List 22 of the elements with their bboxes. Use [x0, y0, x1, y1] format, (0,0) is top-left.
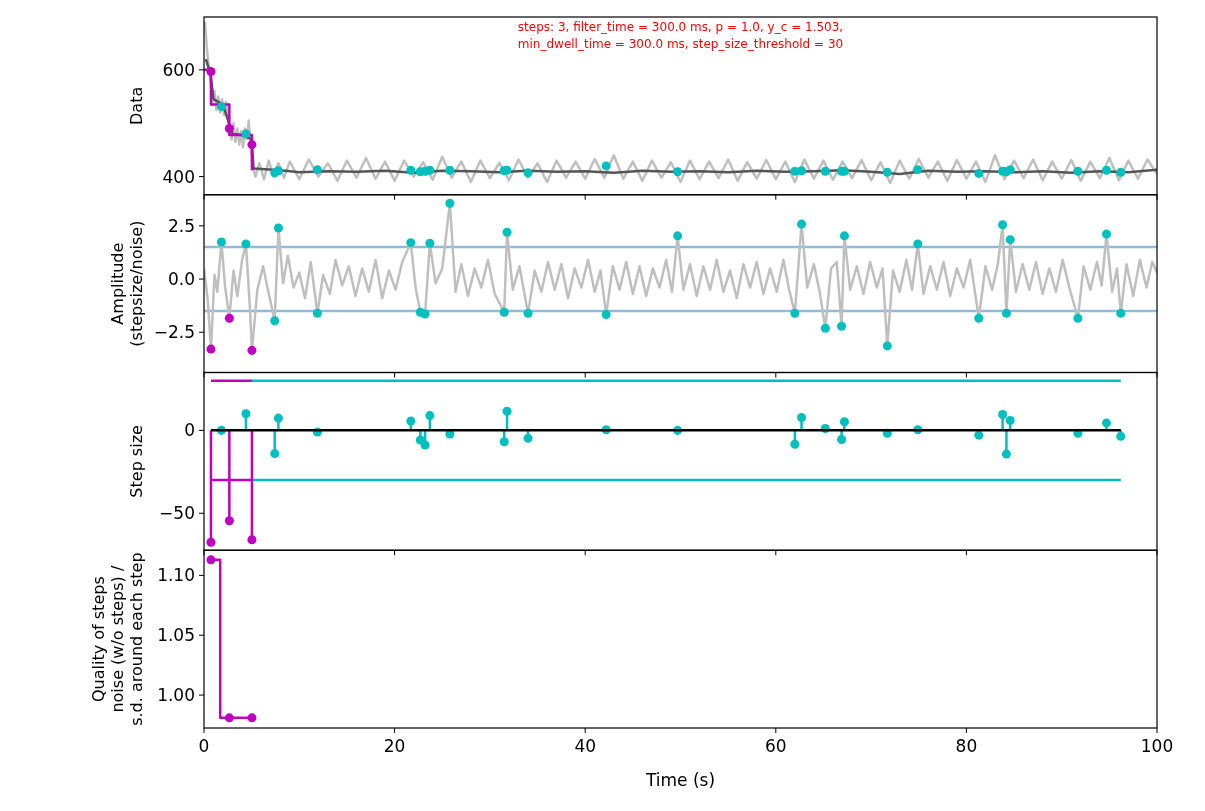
y-tick-label: 600	[162, 59, 195, 80]
x-tick-label: 60	[764, 736, 787, 756]
x-axis-title: Time (s)	[644, 770, 716, 790]
y-tick-label: 400	[162, 166, 195, 187]
y-tick-label: 1.00	[157, 685, 195, 706]
x-tick-label: 20	[383, 736, 406, 756]
x-tick-label: 0	[198, 736, 210, 756]
y-tick-label: 1.05	[157, 625, 195, 646]
y-tick-label: 0.0	[167, 269, 195, 289]
y-tick-label: 2.5	[167, 215, 195, 236]
y-axis-title: Step size	[127, 425, 146, 498]
y-axis-title: Amplitude (stepsize/noise)	[108, 220, 146, 347]
y-axis-title: Data	[127, 86, 146, 125]
y-tick-label: −50	[159, 503, 195, 524]
y-axis-title: Quality of steps noise (w/o steps) / s.d. around each step	[89, 552, 146, 726]
annotation: steps: 3, filter_time = 300.0 ms, p = 1.0, y_c = 1.503, min_dwell_time = 300.0 ms, step_size_threshold = 30	[517, 20, 844, 51]
x-tick-label: 80	[955, 736, 978, 756]
y-tick-label: 1.10	[157, 565, 195, 586]
x-tick-label: 100	[1140, 736, 1174, 756]
x-tick-label: 40	[574, 736, 597, 756]
y-tick-label: −2.5	[153, 322, 195, 343]
y-tick-label: 0	[184, 420, 195, 441]
